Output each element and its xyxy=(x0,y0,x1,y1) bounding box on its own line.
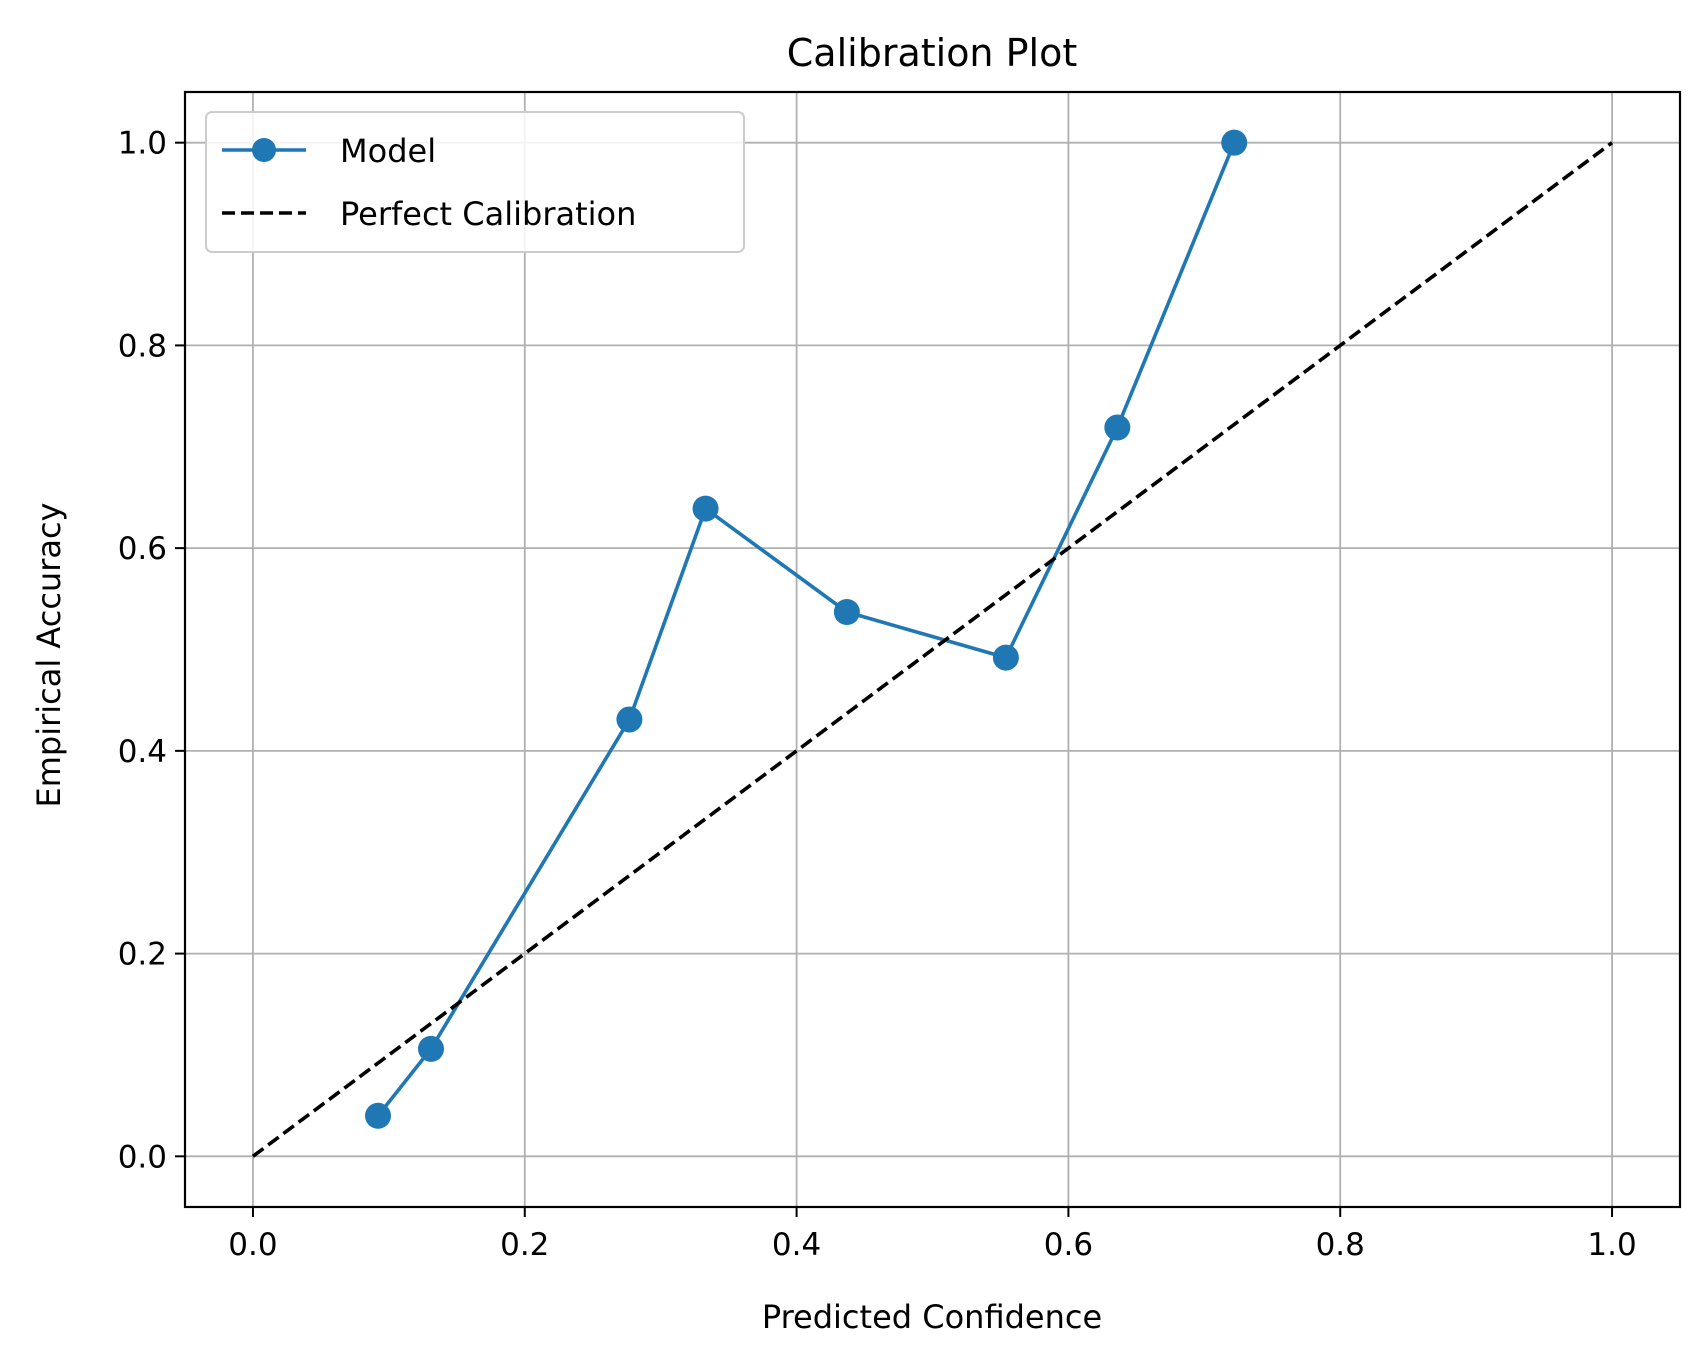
legend-model-marker xyxy=(252,138,276,162)
x-axis-label: Predicted Confidence xyxy=(762,1298,1102,1336)
y-tick-label: 0.6 xyxy=(118,531,167,567)
y-tick-label: 0.0 xyxy=(118,1139,167,1175)
x-tick-label: 0.6 xyxy=(1044,1227,1093,1263)
legend-label-perfect-calibration: Perfect Calibration xyxy=(340,195,636,233)
x-tick-label: 0.0 xyxy=(228,1227,277,1263)
series-model-line xyxy=(376,141,1236,1117)
x-tick-label: 0.4 xyxy=(772,1227,821,1263)
series-model-point xyxy=(364,1102,391,1129)
series-model-point xyxy=(833,598,860,625)
plot-frame xyxy=(183,90,1682,1209)
series-layer xyxy=(251,129,1614,1158)
y-tick-label: 0.8 xyxy=(118,328,167,364)
y-tick-label: 0.2 xyxy=(118,937,167,973)
legend: Model Perfect Calibration xyxy=(205,111,745,253)
y-axis-label: Empirical Accuracy xyxy=(30,503,68,808)
legend-frame xyxy=(205,111,745,253)
series-model-point xyxy=(1221,129,1248,156)
series-model-point xyxy=(992,644,1019,671)
x-tick-label: 0.2 xyxy=(500,1227,549,1263)
y-tick-label: 1.0 xyxy=(118,126,167,162)
series-model-point xyxy=(616,706,643,733)
series-model-point xyxy=(1104,414,1131,441)
series-model-point xyxy=(417,1035,444,1062)
x-tick-label: 0.8 xyxy=(1316,1227,1365,1263)
y-tick-label: 0.4 xyxy=(118,734,167,770)
series-perfect-calibration-line xyxy=(251,141,1614,1158)
series-model-point xyxy=(692,495,719,522)
x-tick-label: 1.0 xyxy=(1587,1227,1636,1263)
legend-label-model: Model xyxy=(340,132,436,170)
grid-lines xyxy=(185,92,1680,1207)
axis-ticks: 0.0 0.2 0.4 0.6 0.8 1.0 0.0 0.2 0.4 0.6 0.8 1.0 xyxy=(118,126,1637,1263)
chart-title: Calibration Plot xyxy=(787,31,1077,75)
